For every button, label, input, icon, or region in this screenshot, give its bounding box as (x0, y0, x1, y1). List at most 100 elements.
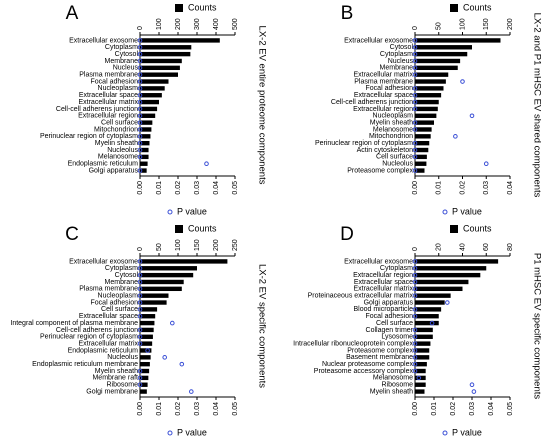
legend-label: P value (177, 206, 207, 216)
p-value-dot (137, 65, 143, 71)
category-label: Proteasome complex (347, 167, 413, 174)
category-label: Melanosome (373, 375, 413, 382)
bar (140, 58, 182, 64)
bar (415, 293, 451, 298)
bar (140, 51, 191, 57)
category-label: Plasma membrane (79, 72, 138, 79)
bar (415, 93, 442, 98)
p-value-dot (137, 147, 143, 153)
category-label: Cell surface (376, 320, 413, 327)
p-value-dot (412, 327, 418, 333)
legend-marker (175, 4, 183, 12)
category-label: Focal adhesion (366, 85, 414, 92)
bottom-tick-label: 0.00 (137, 181, 144, 195)
legend-label: Counts (188, 223, 217, 233)
bar (140, 300, 167, 305)
category-label: Membrane (380, 65, 414, 72)
category-label: Nuclear proteasome complex (322, 361, 414, 368)
top-tick-label: 50 (436, 22, 443, 30)
p-value-dot (412, 92, 418, 98)
p-value-dot (137, 51, 143, 57)
category-label: Extracellular region (353, 272, 413, 279)
p-value-dot (412, 106, 418, 112)
category-label: Basement membrane (346, 354, 413, 361)
category-label: Extracellular space (79, 313, 138, 320)
p-value-dot (412, 120, 418, 125)
bar (140, 314, 156, 319)
bar (140, 154, 149, 160)
top-tick-label: 0 (137, 247, 144, 251)
category-label: Mitochondrion (94, 126, 138, 133)
p-value-dot (137, 300, 143, 305)
p-value-dot (137, 307, 143, 312)
bar (140, 106, 158, 112)
top-tick-label: 300 (194, 18, 201, 30)
p-value-dot (204, 161, 209, 167)
p-value-dot (412, 293, 418, 298)
category-label: Myelin sheath (95, 140, 138, 147)
bar (415, 279, 469, 285)
p-value-dot (137, 134, 143, 139)
p-value-dot (412, 361, 418, 367)
bar (415, 334, 433, 339)
category-label: Extracellular matrix (353, 72, 413, 79)
bar (140, 355, 151, 360)
bar (415, 382, 426, 387)
bottom-tick-label: 0.04 (507, 181, 514, 195)
category-label: Extracellular exosome (69, 37, 138, 44)
bottom-tick-label: 0.01 (156, 181, 163, 195)
category-label: Endoplasmic reticulum (68, 161, 139, 168)
bar (415, 45, 472, 50)
bar (415, 134, 431, 139)
p-value-dot (412, 72, 418, 77)
bar (140, 361, 150, 367)
bar (140, 72, 178, 77)
bar (140, 272, 194, 278)
p-value-dot (137, 92, 143, 98)
p-value-dot (469, 113, 475, 119)
p-value-dot (412, 279, 418, 285)
bar (415, 99, 439, 105)
category-label: Proteasome accessory complex (314, 368, 414, 375)
category-label: Extracellular exosome (344, 37, 413, 44)
top-tick-label: 200 (175, 18, 182, 30)
p-value-dot (145, 348, 150, 353)
bar (415, 300, 445, 305)
legend-marker (442, 430, 448, 436)
legend-marker (450, 225, 458, 233)
bar (415, 106, 438, 112)
p-value-dot (137, 368, 143, 374)
p-value-dot (412, 168, 418, 173)
category-label: Extracellular space (79, 92, 138, 99)
category-label: Extracellular space (354, 279, 413, 286)
bar (140, 127, 152, 132)
category-label: Myelin sheath (370, 388, 413, 395)
bar (140, 65, 180, 71)
bar (140, 79, 169, 84)
category-label: Intracellular ribonucleoprotein complex (293, 340, 413, 347)
bar (415, 161, 427, 166)
legend-label: P value (452, 427, 482, 437)
bar (140, 45, 192, 50)
bar (415, 154, 427, 160)
p-value-dot (483, 161, 489, 167)
category-label: Blood microparticle (353, 306, 413, 313)
p-value-dot (137, 38, 143, 43)
bar (415, 368, 426, 374)
category-label: Melanosome (373, 126, 413, 133)
bottom-tick-label: 0.03 (194, 402, 201, 416)
bottom-tick-label: 0.04 (213, 181, 220, 195)
category-label: Extracellular matrix (78, 99, 138, 106)
p-value-dot (412, 355, 418, 360)
bar (415, 140, 430, 146)
p-value-dot (412, 51, 418, 57)
p-value-dot (460, 79, 465, 84)
category-label: Extracellular matrix (353, 286, 413, 293)
panel-letter: A (66, 3, 79, 24)
category-label: Focal adhesion (91, 299, 139, 306)
p-value-dot (412, 259, 418, 264)
bar (415, 168, 425, 173)
bar (415, 389, 425, 394)
category-label: Extracellular region (78, 113, 138, 120)
category-label: Mitochondrion (369, 133, 413, 140)
